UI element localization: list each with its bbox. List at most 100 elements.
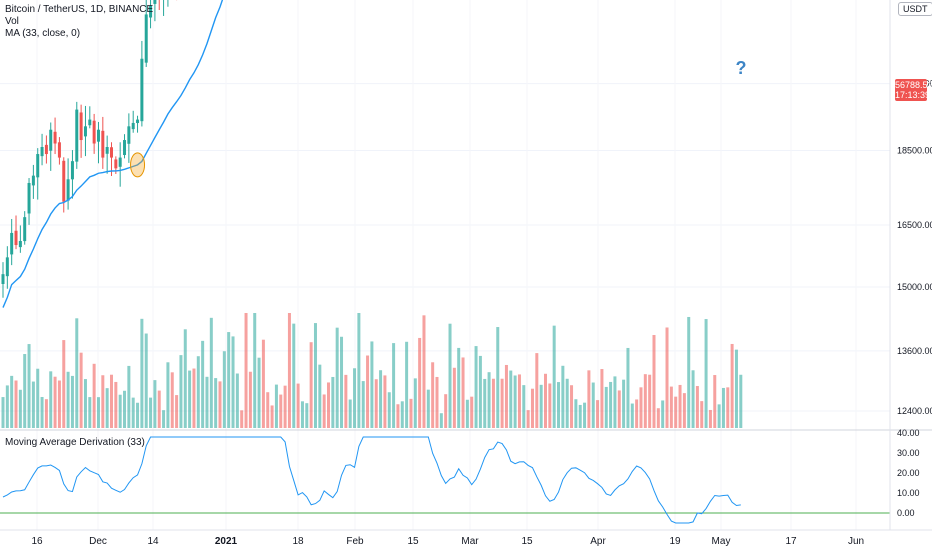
candle-body <box>1 274 5 285</box>
volume-bar <box>691 370 695 428</box>
volume-bar <box>170 372 174 428</box>
candle-body <box>31 175 35 186</box>
volume-bar <box>231 336 235 428</box>
candle-body <box>96 129 100 142</box>
candle-body <box>40 147 44 157</box>
volume-bar <box>604 386 608 428</box>
volume-bar <box>175 395 179 428</box>
candle-body <box>44 144 48 155</box>
volume-bar <box>140 318 144 428</box>
volume-bar <box>327 382 330 428</box>
derivation-line <box>2 436 741 524</box>
volume-bar <box>309 342 313 428</box>
volume-bar <box>270 405 274 428</box>
volume-bar <box>695 386 699 428</box>
volume-bar <box>36 368 40 428</box>
volume-bar <box>49 371 53 428</box>
candle-body <box>123 140 127 156</box>
volume-bar <box>40 396 44 428</box>
volume-bar <box>639 387 643 428</box>
volume-bar <box>92 363 96 428</box>
volume-bar <box>721 387 725 428</box>
volume-bar <box>643 374 647 428</box>
volume-bar <box>235 373 239 428</box>
candle-body <box>57 142 61 158</box>
symbol-title[interactable]: Bitcoin / TetherUS, 1D, BINANCE <box>5 4 154 15</box>
time-tick-label: 18 <box>292 536 304 547</box>
volume-bar <box>678 384 682 428</box>
price-tick-label: 18500.00 <box>897 146 932 156</box>
candle-body <box>14 230 18 246</box>
volume-bar <box>387 392 391 428</box>
volume-bar <box>209 317 213 428</box>
candle-body <box>127 126 131 144</box>
time-tick-label: May <box>712 536 731 547</box>
volume-bar <box>123 390 127 428</box>
volume-bar <box>136 402 140 428</box>
volume-bar <box>661 400 665 428</box>
volume-bar <box>110 374 113 428</box>
volume-bar <box>244 313 248 428</box>
volume-bar <box>205 376 209 428</box>
candle-body <box>118 157 122 167</box>
volume-bar <box>105 388 109 428</box>
volume-bar <box>565 378 569 428</box>
volume-bar <box>409 398 413 428</box>
volume-bar <box>474 346 478 428</box>
volume-bar <box>578 404 582 428</box>
candle-body <box>136 119 140 124</box>
volume-bar <box>487 372 491 428</box>
volume-bar <box>583 402 587 428</box>
ma-legend[interactable]: MA (33, close, 0) <box>5 28 81 39</box>
volume-bar <box>279 394 283 428</box>
volume-bar <box>496 327 500 428</box>
indicator-title[interactable]: Moving Average Derivation (33) <box>5 437 145 448</box>
volume-bar <box>283 385 287 428</box>
volume-bar <box>600 369 604 428</box>
candle-body <box>92 120 96 144</box>
candle-body <box>36 154 40 178</box>
volume-bar <box>435 376 439 428</box>
volume-bar <box>535 353 539 428</box>
volume-bar <box>218 381 222 428</box>
volume-bar <box>734 349 738 428</box>
volume-bar <box>266 392 270 428</box>
volume-bar <box>118 394 122 428</box>
volume-bar <box>392 343 396 428</box>
volume-bar <box>353 368 357 428</box>
volume-bar <box>513 375 517 428</box>
price-tick-label: 13600.00 <box>897 346 932 356</box>
volume-bar <box>448 323 452 428</box>
volume-bar <box>561 365 565 428</box>
volume-bar <box>331 376 335 428</box>
derivation-tick-label: 10.00 <box>897 488 920 498</box>
derivation-tick-label: 20.00 <box>897 468 920 478</box>
volume-bar <box>10 375 14 428</box>
volume-bar <box>222 351 226 428</box>
time-tick-label: 15 <box>521 536 533 547</box>
volume-bar <box>557 382 561 428</box>
candle-body <box>88 119 92 126</box>
currency-badge[interactable]: USDT <box>898 2 932 16</box>
volume-bar <box>470 396 474 428</box>
ma-line <box>2 0 224 308</box>
vol-legend[interactable]: Vol <box>5 16 19 27</box>
volume-bar <box>261 339 265 428</box>
candle-body <box>23 217 27 242</box>
volume-bar <box>452 367 456 428</box>
volume-bar <box>101 375 105 428</box>
volume-bar <box>44 399 48 428</box>
volume-bar <box>292 323 296 428</box>
volume-bar <box>248 371 252 428</box>
volume-bar <box>700 401 704 428</box>
candle-body <box>153 0 157 4</box>
chart-legend: Bitcoin / TetherUS, 1D, BINANCE Vol MA (… <box>5 4 153 40</box>
volume-bar <box>313 323 317 428</box>
candle-body <box>110 147 113 158</box>
volume-bar <box>713 375 717 428</box>
volume-bar <box>669 386 673 428</box>
volume-bar <box>544 373 547 428</box>
volume-bar <box>318 364 322 428</box>
volume-bar <box>613 376 617 428</box>
